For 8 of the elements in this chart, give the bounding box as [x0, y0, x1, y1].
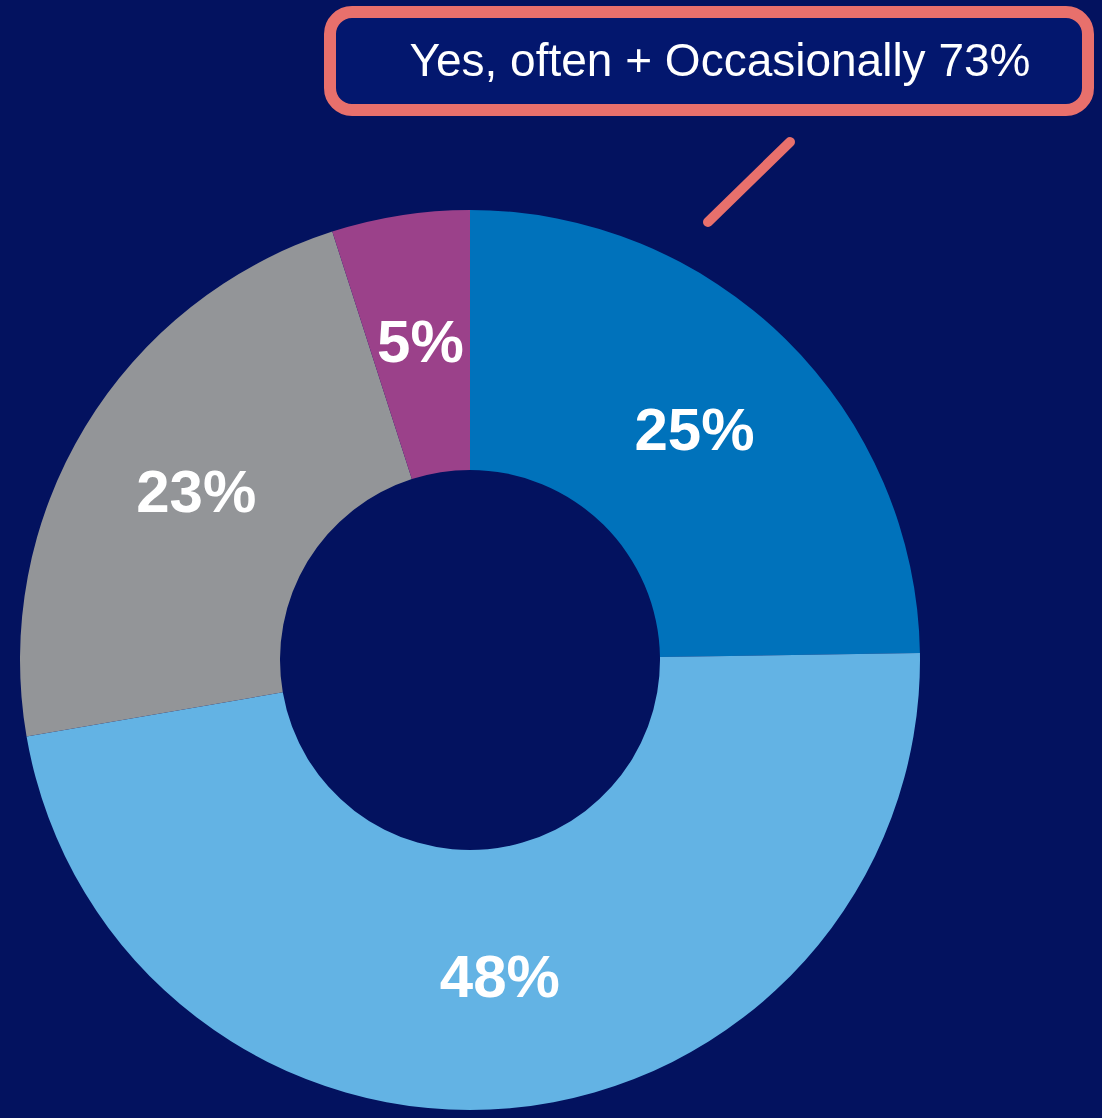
data-label: 48%: [439, 942, 560, 1010]
text: Yes, often + Occasionally 73%: [409, 34, 1031, 86]
donut-slice: [470, 210, 920, 658]
data-label: 23%: [136, 458, 257, 526]
donut-slice: [26, 653, 920, 1110]
data-label: 25%: [634, 395, 755, 463]
donut-slice: [332, 210, 470, 480]
data-label: 5%: [377, 307, 464, 375]
